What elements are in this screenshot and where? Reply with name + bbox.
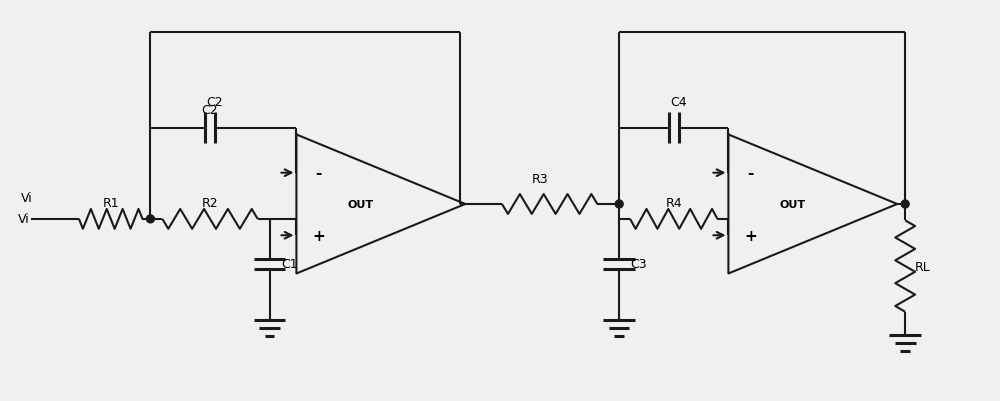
Text: C2: C2: [207, 96, 223, 109]
Text: C4: C4: [670, 96, 687, 109]
Text: -: -: [315, 166, 321, 181]
Text: RL: RL: [915, 260, 931, 273]
Text: +: +: [744, 228, 757, 243]
Text: R3: R3: [531, 172, 548, 185]
Circle shape: [615, 200, 623, 209]
Text: C2: C2: [202, 104, 218, 117]
Circle shape: [146, 215, 154, 223]
Text: Vi: Vi: [20, 191, 32, 204]
Text: R1: R1: [102, 197, 119, 210]
Text: OUT: OUT: [348, 199, 374, 209]
Text: C3: C3: [631, 257, 647, 270]
Text: C1: C1: [281, 257, 298, 270]
Text: Vi: Vi: [18, 213, 29, 226]
Text: R4: R4: [665, 197, 682, 210]
Text: OUT: OUT: [780, 199, 806, 209]
Text: R2: R2: [202, 197, 218, 210]
Circle shape: [901, 200, 909, 209]
Text: -: -: [747, 166, 753, 181]
Text: +: +: [312, 228, 325, 243]
